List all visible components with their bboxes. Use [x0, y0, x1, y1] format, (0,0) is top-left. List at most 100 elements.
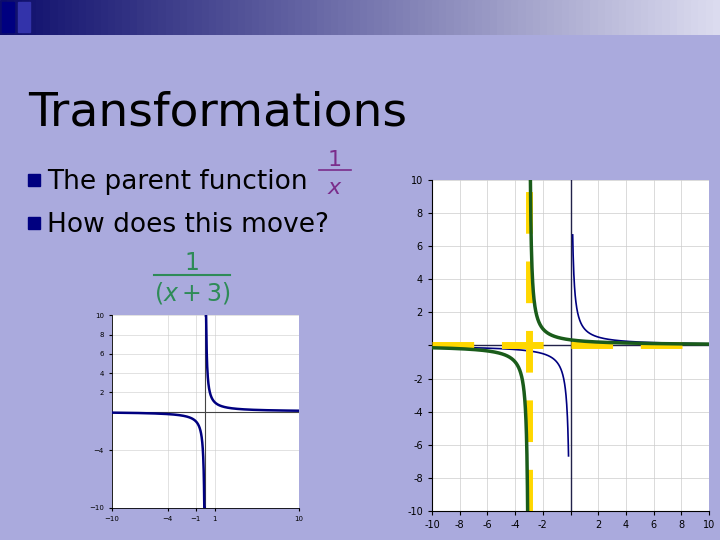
Bar — [619, 0, 626, 35]
Bar — [425, 0, 432, 35]
Bar — [353, 0, 360, 35]
Bar — [382, 0, 389, 35]
Bar — [367, 0, 374, 35]
Bar — [22, 0, 29, 35]
Bar — [194, 0, 202, 35]
Bar — [655, 0, 662, 35]
Bar — [648, 0, 655, 35]
Bar — [670, 0, 677, 35]
Bar — [518, 0, 526, 35]
Bar — [324, 0, 331, 35]
Bar — [706, 0, 713, 35]
Bar — [86, 0, 94, 35]
Bar — [36, 0, 43, 35]
Bar — [18, 2, 30, 31]
Bar — [432, 0, 439, 35]
Bar — [533, 0, 540, 35]
Bar — [94, 0, 101, 35]
Bar — [317, 0, 324, 35]
Bar — [151, 0, 158, 35]
Bar — [612, 0, 619, 35]
Bar — [684, 0, 691, 35]
Bar — [0, 0, 7, 35]
Bar — [28, 174, 40, 186]
Bar — [410, 0, 418, 35]
Bar — [598, 0, 605, 35]
Bar — [58, 0, 65, 35]
Bar — [468, 0, 475, 35]
Bar — [540, 0, 547, 35]
Text: $(x+3)$: $(x+3)$ — [154, 280, 230, 306]
Bar — [662, 0, 670, 35]
Bar — [202, 0, 209, 35]
Bar — [605, 0, 612, 35]
Bar — [216, 0, 223, 35]
Bar — [50, 0, 58, 35]
Bar — [713, 0, 720, 35]
Bar — [122, 0, 130, 35]
Bar — [403, 0, 410, 35]
Bar — [346, 0, 353, 35]
Bar — [238, 0, 245, 35]
Bar — [569, 0, 576, 35]
Bar — [28, 217, 40, 229]
Bar — [418, 0, 425, 35]
Bar — [252, 0, 259, 35]
Bar — [302, 0, 310, 35]
Bar — [180, 0, 187, 35]
Text: The parent function: The parent function — [47, 169, 307, 195]
Text: Transformations: Transformations — [28, 90, 407, 135]
Bar — [209, 0, 216, 35]
Bar — [490, 0, 497, 35]
Bar — [79, 0, 86, 35]
Text: $\mathit{x}$: $\mathit{x}$ — [327, 178, 343, 198]
Bar — [223, 0, 230, 35]
Bar — [374, 0, 382, 35]
Bar — [245, 0, 252, 35]
Bar — [274, 0, 281, 35]
Bar — [482, 0, 490, 35]
Bar — [454, 0, 461, 35]
Bar — [698, 0, 706, 35]
Bar — [295, 0, 302, 35]
Bar — [130, 0, 137, 35]
Bar — [187, 0, 194, 35]
Bar — [338, 0, 346, 35]
Bar — [562, 0, 569, 35]
Bar — [173, 0, 180, 35]
Bar — [1, 2, 14, 31]
Bar — [230, 0, 238, 35]
Bar — [396, 0, 403, 35]
Bar — [461, 0, 468, 35]
Bar — [65, 0, 72, 35]
Bar — [7, 0, 14, 35]
Bar — [310, 0, 317, 35]
Bar — [360, 0, 367, 35]
Bar — [158, 0, 166, 35]
Bar — [331, 0, 338, 35]
Bar — [439, 0, 446, 35]
Bar — [14, 0, 22, 35]
Bar — [634, 0, 641, 35]
Bar — [526, 0, 533, 35]
Text: How does this move?: How does this move? — [47, 212, 329, 238]
Bar — [626, 0, 634, 35]
Bar — [72, 0, 79, 35]
Bar — [504, 0, 511, 35]
Bar — [554, 0, 562, 35]
Bar — [511, 0, 518, 35]
Bar — [43, 0, 50, 35]
Bar — [29, 0, 36, 35]
Text: 1: 1 — [328, 150, 342, 170]
Bar — [590, 0, 598, 35]
Bar — [108, 0, 115, 35]
Bar — [576, 0, 583, 35]
Bar — [583, 0, 590, 35]
Bar — [389, 0, 396, 35]
Text: 1: 1 — [184, 251, 199, 275]
Bar — [475, 0, 482, 35]
Bar — [446, 0, 454, 35]
Bar — [115, 0, 122, 35]
Bar — [677, 0, 684, 35]
Bar — [691, 0, 698, 35]
